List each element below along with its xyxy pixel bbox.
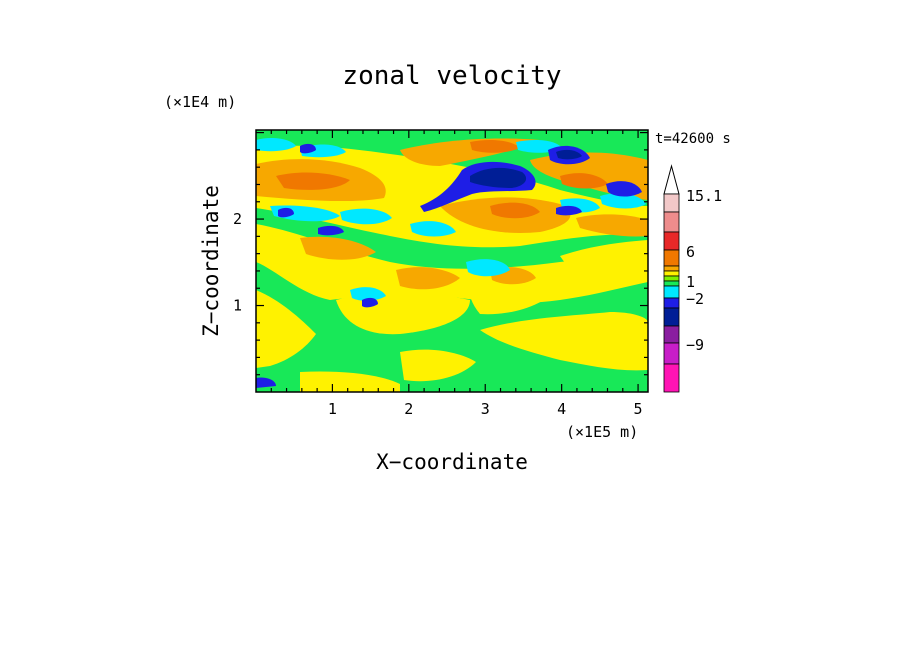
colorbar-level: [663, 275, 680, 282]
colorbar-level: [663, 280, 680, 287]
y-axis: 12: [233, 131, 648, 376]
colorbar-level: [663, 231, 680, 251]
colorbar-tick-label: 6: [686, 243, 695, 261]
colorbar-level: [663, 265, 680, 272]
field-region: [576, 214, 648, 237]
colorbar-tick-label: 1: [686, 273, 695, 291]
field-region: [556, 205, 582, 216]
y-axis-title: Z−coordinate: [199, 185, 223, 337]
colorbar-level: [663, 342, 680, 365]
field-region: [256, 377, 276, 388]
field-region: [490, 202, 540, 219]
colorbar-level: [663, 363, 680, 393]
field-region: [350, 287, 386, 301]
field-region: [256, 290, 316, 368]
chart-title: zonal velocity: [342, 61, 561, 91]
field-region: [470, 140, 520, 153]
colorbar-tick-label: 15.1: [686, 187, 722, 205]
field-region: [278, 207, 294, 218]
y-axis-unit: (×1E4 m): [164, 93, 236, 111]
field-region: [362, 297, 378, 308]
x-axis-title: X−coordinate: [376, 450, 528, 474]
colorbar-level: [663, 307, 680, 327]
field-region: [560, 173, 608, 189]
field-region: [276, 172, 350, 190]
field-region: [606, 181, 642, 197]
colorbar-tick-label: −2: [686, 290, 704, 308]
field-region: [410, 221, 456, 237]
plot-frame: [255, 129, 649, 393]
x-tick-label: 2: [404, 400, 413, 418]
field-region: [256, 138, 296, 152]
time-label: t=42600 s: [655, 131, 731, 147]
x-tick-label: 3: [481, 400, 490, 418]
colorbar-level: [663, 297, 680, 309]
field-region: [556, 149, 582, 160]
field-region: [300, 371, 400, 392]
field-region: [300, 143, 316, 154]
colorbar-level: [663, 270, 680, 277]
x-tick-label: 4: [557, 400, 566, 418]
y-tick-label: 1: [233, 297, 242, 315]
colorbar: 15.1 6 1−2 −9: [663, 164, 722, 393]
field-region: [480, 312, 648, 371]
x-tick-label: 5: [634, 400, 643, 418]
colorbar-tick-label: −9: [686, 336, 704, 354]
field-region: [318, 225, 344, 236]
field-region: [600, 156, 640, 173]
colorbar-level: [663, 285, 680, 299]
field-region: [470, 167, 527, 188]
colorbar-level: [663, 211, 680, 233]
field-region: [396, 267, 460, 290]
y-tick-label: 2: [233, 210, 242, 228]
field-region: [560, 240, 648, 270]
colorbar-level: [663, 325, 680, 344]
colorbar-level: [663, 249, 680, 267]
field-region: [466, 259, 510, 277]
field-region: [468, 266, 560, 315]
field-region: [400, 349, 476, 382]
x-axis-unit: (×1E5 m): [566, 423, 638, 441]
field-region: [300, 236, 376, 260]
field-region: [600, 193, 646, 209]
x-tick-label: 1: [328, 400, 337, 418]
x-axis: 1 2 3 4 5: [270, 130, 643, 418]
colorbar-level: [663, 193, 680, 213]
field-region: [340, 208, 392, 225]
heatmap-field: [256, 130, 648, 392]
colorbar-extend-arrow: [663, 164, 680, 195]
